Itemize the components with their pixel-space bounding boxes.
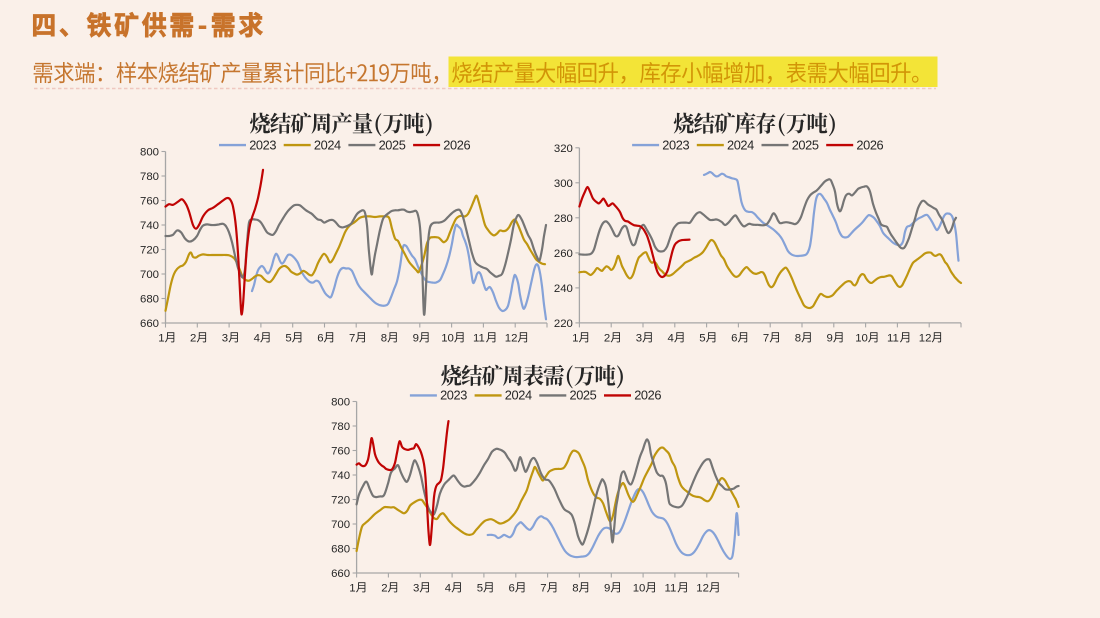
svg-text:800: 800 [331, 397, 350, 409]
svg-text:11: 11 [887, 333, 899, 345]
svg-text:320: 320 [554, 143, 573, 155]
svg-text:9: 9 [827, 333, 833, 345]
svg-text:2025: 2025 [570, 388, 597, 403]
svg-text:2: 2 [381, 583, 387, 595]
svg-text:2023: 2023 [249, 137, 276, 152]
svg-text:740: 740 [331, 470, 350, 482]
svg-text:3: 3 [636, 333, 642, 345]
svg-text:2: 2 [604, 333, 610, 345]
svg-text:10: 10 [441, 333, 454, 345]
svg-text:720: 720 [331, 495, 350, 507]
svg-text:800: 800 [140, 147, 159, 159]
svg-text:720: 720 [140, 245, 159, 257]
svg-text:1: 1 [158, 333, 164, 345]
svg-text:2024: 2024 [505, 388, 532, 403]
svg-text:2025: 2025 [792, 137, 819, 152]
svg-text:260: 260 [554, 248, 573, 260]
svg-text:780: 780 [331, 421, 350, 433]
svg-text:2023: 2023 [662, 137, 689, 152]
svg-text:8: 8 [381, 333, 387, 345]
svg-text:740: 740 [140, 220, 159, 232]
svg-text:3: 3 [413, 583, 419, 595]
svg-text:280: 280 [554, 213, 573, 225]
svg-text:8: 8 [572, 583, 578, 595]
svg-text:2025: 2025 [379, 137, 406, 152]
svg-text:2026: 2026 [443, 137, 470, 152]
svg-text:2024: 2024 [727, 137, 754, 152]
svg-text:7: 7 [763, 333, 769, 345]
svg-text:660: 660 [140, 318, 159, 330]
svg-text:660: 660 [331, 568, 350, 580]
svg-text:700: 700 [331, 519, 350, 531]
svg-text:12: 12 [505, 333, 518, 345]
svg-text:2024: 2024 [314, 137, 341, 152]
svg-text:5: 5 [285, 333, 291, 345]
svg-text:5: 5 [477, 583, 483, 595]
svg-text:3: 3 [222, 333, 228, 345]
svg-text:4: 4 [668, 333, 674, 345]
svg-text:10: 10 [633, 583, 646, 595]
svg-text:700: 700 [140, 269, 159, 281]
svg-text:6: 6 [731, 333, 737, 345]
svg-text:10: 10 [855, 333, 868, 345]
svg-text:680: 680 [140, 294, 159, 306]
svg-text:7: 7 [540, 583, 546, 595]
svg-text:11: 11 [665, 583, 677, 595]
svg-text:780: 780 [140, 171, 159, 183]
svg-text:2026: 2026 [856, 137, 883, 152]
svg-text:2023: 2023 [440, 388, 467, 403]
svg-text:2: 2 [190, 333, 196, 345]
svg-text:760: 760 [331, 446, 350, 458]
svg-text:9: 9 [413, 333, 419, 345]
svg-text:12: 12 [696, 583, 709, 595]
svg-text:7: 7 [349, 333, 355, 345]
svg-text:9: 9 [604, 583, 610, 595]
svg-text:680: 680 [331, 544, 350, 556]
svg-text:5: 5 [699, 333, 705, 345]
svg-text:2026: 2026 [634, 388, 661, 403]
svg-text:300: 300 [554, 178, 573, 190]
svg-text:1: 1 [349, 583, 355, 595]
svg-text:1: 1 [572, 333, 578, 345]
svg-text:6: 6 [509, 583, 515, 595]
svg-text:4: 4 [254, 333, 260, 345]
svg-text:12: 12 [919, 333, 932, 345]
svg-text:760: 760 [140, 196, 159, 208]
svg-text:8: 8 [795, 333, 801, 345]
svg-text:240: 240 [554, 283, 573, 295]
svg-text:6: 6 [317, 333, 323, 345]
svg-text:4: 4 [445, 583, 451, 595]
svg-text:11: 11 [473, 333, 485, 345]
svg-text:220: 220 [554, 318, 573, 330]
